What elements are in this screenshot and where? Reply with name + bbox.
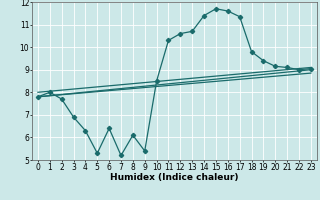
X-axis label: Humidex (Indice chaleur): Humidex (Indice chaleur): [110, 173, 239, 182]
